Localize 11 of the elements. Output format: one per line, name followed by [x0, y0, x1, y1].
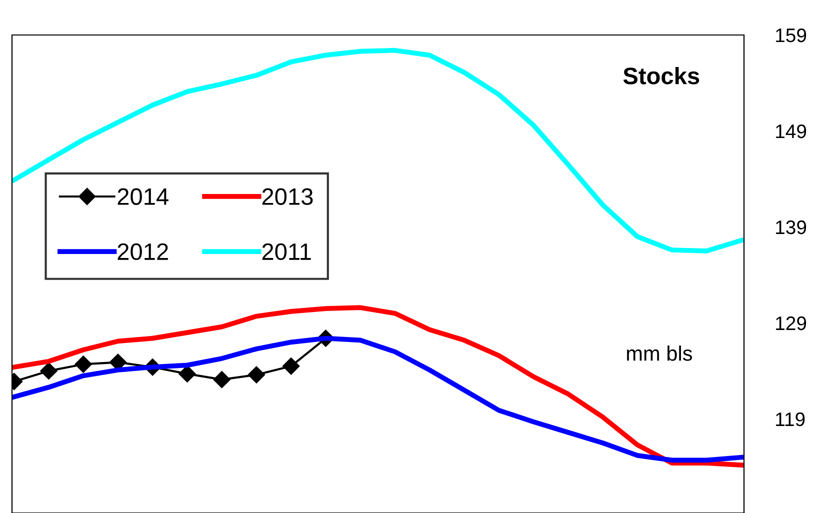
annotation: mm bls	[627, 346, 692, 361]
legend-label: 2011	[262, 243, 311, 260]
legend-label: 2012	[118, 243, 168, 260]
y-tick-label: 159	[776, 28, 806, 42]
y-tick-label: 129	[776, 316, 806, 330]
y-tick-label: 139	[776, 220, 806, 234]
legend-label: 2013	[262, 188, 313, 205]
y-tick-label: 149	[776, 124, 806, 138]
text: Stocks	[623, 67, 700, 84]
y-tick-label: 119	[776, 412, 805, 426]
legend-label: 2014	[118, 188, 168, 205]
